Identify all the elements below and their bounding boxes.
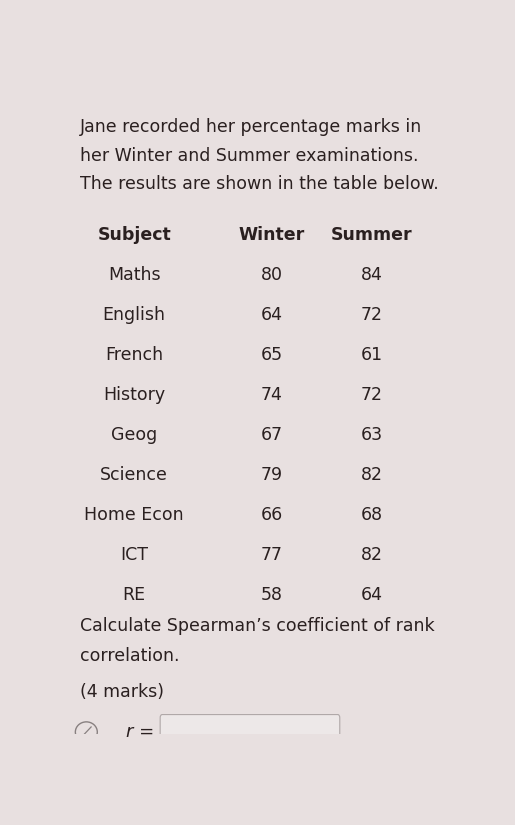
Text: correlation.: correlation. <box>80 648 180 665</box>
Text: History: History <box>103 386 165 404</box>
Text: r =: r = <box>126 723 154 741</box>
Text: (4 marks): (4 marks) <box>80 683 164 700</box>
Text: Winter: Winter <box>239 226 305 244</box>
Text: Summer: Summer <box>331 226 413 244</box>
Text: ICT: ICT <box>120 546 148 564</box>
Text: Science: Science <box>100 466 168 484</box>
Text: Home Econ: Home Econ <box>84 507 184 524</box>
Text: 67: 67 <box>261 427 283 444</box>
Text: Jane recorded her percentage marks in: Jane recorded her percentage marks in <box>80 118 423 136</box>
Text: 80: 80 <box>261 266 283 284</box>
Text: 84: 84 <box>361 266 383 284</box>
Text: Subject: Subject <box>97 226 171 244</box>
Text: Geog: Geog <box>111 427 158 444</box>
Text: 68: 68 <box>360 507 383 524</box>
Text: English: English <box>102 306 166 324</box>
Text: 61: 61 <box>360 346 383 364</box>
Text: Maths: Maths <box>108 266 161 284</box>
Text: 74: 74 <box>261 386 283 404</box>
Text: 82: 82 <box>360 546 383 564</box>
Text: 79: 79 <box>261 466 283 484</box>
Text: 58: 58 <box>261 587 283 604</box>
Text: 64: 64 <box>261 306 283 324</box>
Text: 72: 72 <box>360 306 383 324</box>
Text: French: French <box>105 346 163 364</box>
Text: 77: 77 <box>261 546 283 564</box>
Text: The results are shown in the table below.: The results are shown in the table below… <box>80 175 439 193</box>
Text: her Winter and Summer examinations.: her Winter and Summer examinations. <box>80 147 419 165</box>
Text: RE: RE <box>123 587 146 604</box>
Text: 72: 72 <box>360 386 383 404</box>
Text: 64: 64 <box>360 587 383 604</box>
Text: 66: 66 <box>261 507 283 524</box>
Text: 65: 65 <box>261 346 283 364</box>
FancyBboxPatch shape <box>160 714 340 756</box>
Text: Calculate Spearman’s coefficient of rank: Calculate Spearman’s coefficient of rank <box>80 617 435 634</box>
Text: 82: 82 <box>360 466 383 484</box>
Text: 63: 63 <box>360 427 383 444</box>
